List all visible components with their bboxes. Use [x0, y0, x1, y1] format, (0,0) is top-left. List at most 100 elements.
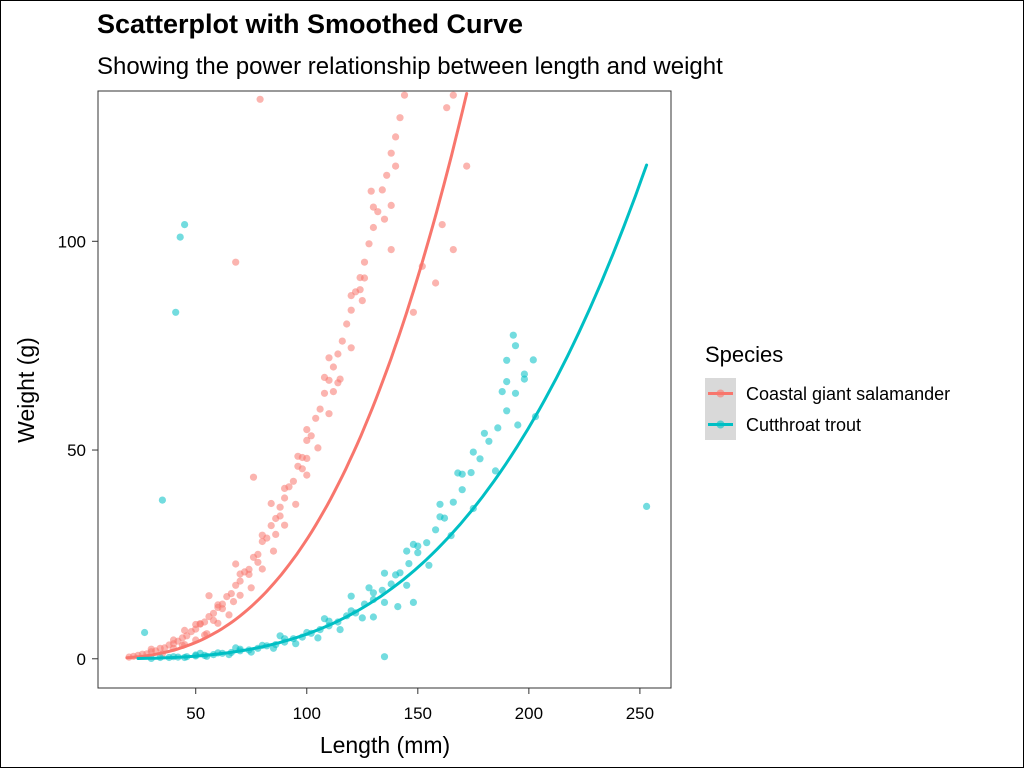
salamander-point: [312, 414, 320, 422]
x-tick-label: 50: [186, 704, 205, 723]
salamander-point: [209, 616, 218, 625]
x-tick-label: 100: [293, 704, 321, 723]
salamander-point: [325, 354, 333, 362]
salamander-point: [267, 499, 275, 508]
trout-point: [181, 221, 189, 229]
salamander-point: [449, 246, 457, 254]
salamander-point: [227, 590, 235, 598]
salamander-point: [267, 522, 275, 530]
y-tick-label: 50: [67, 441, 86, 460]
trout-point: [320, 615, 329, 623]
y-tick-label: 100: [58, 232, 86, 251]
salamander-point: [181, 626, 189, 635]
trout-point: [172, 308, 180, 316]
trout-point: [425, 561, 433, 569]
salamander-point: [387, 149, 395, 157]
salamander-point: [254, 550, 262, 559]
salamander-point: [292, 500, 300, 508]
salamander-point: [303, 454, 311, 462]
salamander-point: [387, 246, 395, 254]
salamander-point: [383, 171, 391, 179]
trout-point: [520, 370, 529, 378]
trout-smooth-curve: [136, 163, 649, 660]
salamander-point: [374, 208, 382, 216]
trout-point: [529, 356, 537, 364]
salamander-point: [380, 215, 389, 223]
salamander-point: [334, 379, 342, 387]
chart-title: Scatterplot with Smoothed Curve: [97, 9, 523, 39]
trout-point: [358, 614, 366, 622]
salamander-point: [347, 292, 355, 300]
salamander-point: [298, 465, 306, 473]
salamander-point: [438, 221, 446, 229]
salamander-point: [325, 410, 333, 418]
salamander-point: [329, 363, 337, 371]
salamander-point: [272, 530, 280, 539]
y-axis: 0 50 100: [58, 232, 98, 669]
trout-point: [141, 628, 149, 637]
trout-point: [409, 540, 417, 549]
trout-point: [158, 496, 166, 504]
salamander-point: [367, 187, 375, 195]
trout-point: [511, 389, 520, 397]
salamander-point: [269, 547, 278, 555]
salamander-point: [236, 570, 244, 578]
x-tick-label: 150: [404, 704, 432, 723]
trout-point: [454, 469, 462, 477]
points-layer: [125, 91, 651, 663]
trout-point: [380, 569, 389, 577]
salamander-point: [369, 223, 377, 232]
salamander-point: [369, 203, 377, 211]
salamander-point: [232, 258, 240, 266]
salamander-point: [258, 531, 266, 539]
salamander-point: [276, 512, 284, 520]
salamander-point: [256, 95, 264, 103]
salamander-point: [316, 405, 324, 413]
salamander-point: [314, 444, 322, 452]
salamander-point: [229, 598, 238, 606]
trout-point: [336, 626, 344, 634]
salamander-point: [258, 565, 266, 573]
trout-point: [511, 342, 520, 350]
trout-point: [469, 448, 477, 456]
legend: Coastal giant salamander Cutthroat trout: [705, 378, 950, 440]
salamander-point: [329, 388, 337, 396]
trout-point: [347, 592, 355, 600]
legend-label: Cutthroat trout: [746, 415, 861, 435]
salamander-point: [347, 306, 355, 314]
y-tick-label: 0: [77, 650, 86, 669]
x-tick-label: 200: [515, 704, 543, 723]
salamander-point: [334, 350, 342, 358]
x-axis: 50 100 150 200 250: [186, 688, 654, 723]
salamander-point: [392, 133, 400, 141]
trout-point: [369, 613, 377, 621]
salamander-smooth-curve: [125, 92, 469, 660]
trout-point: [394, 603, 402, 611]
salamander-point: [378, 186, 386, 194]
trout-point: [514, 421, 522, 429]
salamander-point: [303, 436, 311, 444]
salamander-point: [356, 286, 364, 294]
trout-point: [491, 467, 500, 475]
x-axis-title: Length (mm): [320, 732, 450, 758]
salamander-point: [249, 473, 258, 481]
trout-point: [176, 233, 184, 241]
trout-point: [414, 549, 422, 557]
salamander-point: [245, 570, 253, 579]
salamander-point: [338, 337, 346, 345]
salamander-point: [209, 609, 218, 617]
trout-point: [503, 407, 511, 415]
trout-point: [503, 378, 511, 386]
salamander-point: [245, 565, 253, 574]
salamander-point: [169, 636, 178, 644]
trout-point: [485, 437, 493, 445]
salamander-point: [303, 426, 311, 434]
trout-point: [494, 424, 502, 432]
trout-point: [378, 586, 386, 594]
salamander-point: [232, 560, 240, 568]
salamander-point: [281, 521, 289, 529]
salamander-point: [360, 274, 369, 282]
salamander-point: [307, 432, 315, 440]
salamander-point: [303, 471, 311, 479]
